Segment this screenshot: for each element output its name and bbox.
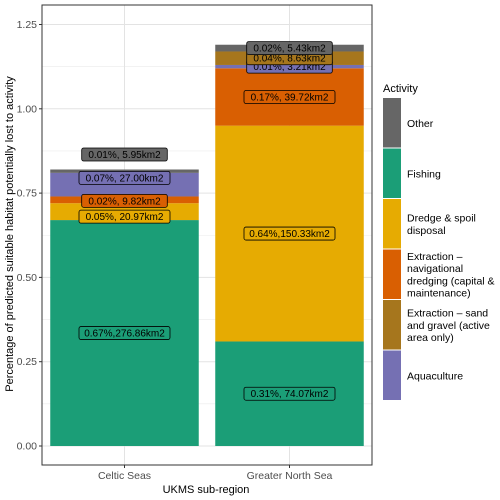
- data-label-box: [246, 41, 333, 56]
- data-label-box: [243, 90, 336, 104]
- data-label-fishing: 0.67%,276.86km2: [78, 326, 171, 340]
- legend-item-navdredge: Extraction – navigational dredging (capita…: [383, 249, 495, 300]
- y-tick-label: 0.50: [17, 272, 38, 284]
- legend-label-aquaculture: Aquaculture: [407, 370, 463, 382]
- legend-label-other: Other: [407, 118, 434, 130]
- x-axis-title: UKMS sub-region: [163, 484, 250, 496]
- data-label-text: 0.64%,150.33km2: [249, 229, 330, 240]
- legend-key-other: [383, 98, 401, 148]
- legend-label-dredge: Dredge & spoil disposal: [407, 213, 476, 237]
- legend-label-fishing: Fishing: [407, 168, 441, 180]
- legend-label-navdredge: Extraction – navigational dredging (capita…: [407, 251, 495, 300]
- y-tick-label: 1.00: [17, 103, 38, 115]
- data-label-fishing: 0.31%, 74.07km2: [243, 386, 336, 401]
- data-label-text: 0.02%, 5.43km2: [253, 44, 326, 55]
- y-tick-label: 1.25: [17, 19, 38, 31]
- data-label-navdredge: 0.17%, 39.72km2: [243, 90, 336, 104]
- data-label-text: 0.17%, 39.72km2: [251, 92, 329, 103]
- data-label-other: 0.01%, 5.95km2: [81, 147, 168, 162]
- data-label-text: 0.01%, 5.95km2: [88, 150, 161, 161]
- legend-key-navdredge: [383, 249, 401, 299]
- y-tick-label: 0.75: [17, 188, 38, 200]
- data-label-text: 0.07%, 27.00km2: [86, 173, 164, 184]
- data-label-box: [81, 193, 168, 208]
- legend-item-aquaculture: Aquaculture: [383, 350, 463, 400]
- data-label-dredge: 0.05%, 20.97km2: [78, 209, 171, 224]
- data-label-aquaculture: 0.07%, 27.00km2: [78, 170, 171, 185]
- y-tick-label: 0.00: [17, 441, 38, 453]
- data-label-box: [81, 147, 168, 162]
- legend-key-aquaculture: [383, 350, 401, 400]
- legend-item-sand: Extraction – sand and gravel (active area …: [383, 300, 490, 350]
- x-tick-label: Greater North Sea: [247, 470, 333, 482]
- legend-key-sand: [383, 300, 401, 350]
- legend-item-fishing: Fishing: [383, 148, 441, 198]
- data-label-text: 0.67%,276.86km2: [84, 329, 165, 340]
- data-label-box: [243, 386, 336, 401]
- data-label-text: 0.05%, 20.97km2: [86, 212, 164, 223]
- data-label-box: [78, 170, 171, 185]
- data-label-navdredge: 0.02%, 9.82km2: [81, 193, 168, 208]
- x-tick-label: Celtic Seas: [98, 470, 151, 482]
- legend-label-sand: Extraction – sand and gravel (active area …: [407, 308, 490, 344]
- data-label-dredge: 0.64%,150.33km2: [243, 226, 336, 241]
- data-label-text: 0.31%, 74.07km2: [251, 389, 329, 400]
- legend-item-dredge: Dredge & spoil disposal: [383, 199, 476, 249]
- plot-border: [41, 4, 373, 466]
- data-label-text: 0.04%, 8.63km2: [253, 54, 326, 65]
- data-label-box: [243, 226, 336, 241]
- legend-item-other: Other: [383, 98, 434, 148]
- legend-key-fishing: [383, 148, 401, 198]
- data-label-box: [78, 326, 171, 340]
- data-label-other: 0.02%, 5.43km2: [246, 41, 333, 56]
- data-label-text: 0.02%, 9.82km2: [88, 196, 161, 207]
- data-label-box: [78, 209, 171, 224]
- legend-title: Activity: [383, 83, 418, 95]
- y-axis-title: Percentage of predicted suitable habitat…: [4, 76, 16, 392]
- data-label-text: 0.01%, 3.21km2: [253, 62, 326, 73]
- y-tick-label: 0.25: [17, 356, 38, 368]
- legend-key-dredge: [383, 199, 401, 249]
- legend: Activity Other Fishing Dredge & spoil dispos…: [383, 83, 495, 400]
